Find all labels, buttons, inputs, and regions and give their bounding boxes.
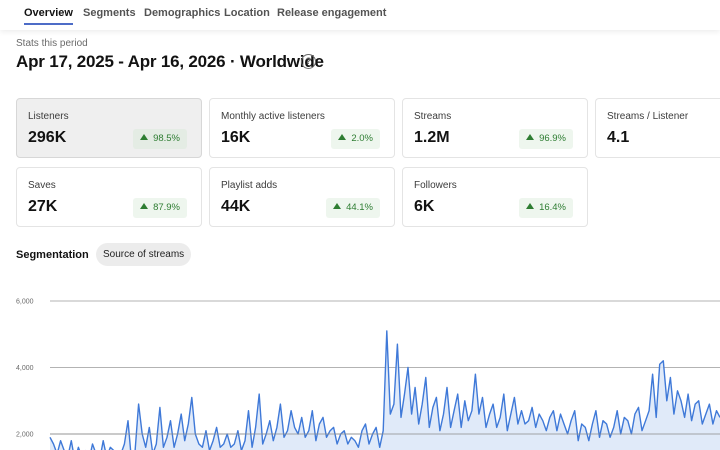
stat-card-listeners[interactable]: Listeners 296K 98.5%	[16, 98, 202, 158]
stat-value: 27K	[28, 198, 58, 215]
stat-card-streams[interactable]: Streams 1.2M 96.9%	[402, 98, 588, 158]
stat-value: 4.1	[607, 129, 630, 146]
stat-value: 1.2M	[414, 129, 450, 146]
tab-location[interactable]: Location	[224, 7, 270, 19]
tab-release-engagement[interactable]: Release engagement	[277, 7, 387, 19]
change-badge: 96.9%	[519, 129, 573, 149]
stat-label: Monthly active listeners	[221, 111, 325, 122]
change-badge: 98.5%	[133, 129, 187, 149]
arrow-up-icon	[338, 134, 347, 140]
y-tick-label: 2,000	[16, 432, 34, 439]
arrow-up-icon	[526, 134, 535, 140]
stat-value: 44K	[221, 198, 251, 215]
stat-label: Streams	[414, 111, 452, 122]
tab-segments[interactable]: Segments	[83, 7, 136, 19]
stat-card-saves[interactable]: Saves 27K 87.9%	[16, 167, 202, 227]
stat-label: Followers	[414, 180, 457, 191]
source-of-streams-chip[interactable]: Source of streams	[96, 243, 192, 266]
segmentation-label: Segmentation	[16, 249, 89, 261]
page-title: Apr 17, 2025 - Apr 16, 2026 · Worldwide	[16, 52, 324, 71]
help-icon[interactable]: ?	[301, 54, 316, 69]
stat-label: Saves	[28, 180, 56, 191]
change-value: 44.1%	[346, 202, 373, 213]
change-value: 87.9%	[153, 202, 180, 213]
change-badge: 16.4%	[519, 198, 573, 218]
stat-label: Streams / Listener	[607, 111, 689, 122]
tab-bar: Overview Segments Demographics Location …	[0, 0, 720, 30]
change-value: 96.9%	[539, 133, 566, 144]
change-value: 2.0%	[351, 133, 373, 144]
stat-card-followers[interactable]: Followers 6K 16.4%	[402, 167, 588, 227]
stat-label: Playlist adds	[221, 180, 278, 191]
stat-label: Listeners	[28, 111, 69, 122]
arrow-up-icon	[333, 203, 342, 209]
series-line	[49, 330, 720, 450]
stat-value: 296K	[28, 129, 67, 146]
tab-overview[interactable]: Overview	[24, 7, 73, 25]
change-badge: 44.1%	[326, 198, 380, 218]
change-value: 16.4%	[539, 202, 566, 213]
y-tick-label: 4,000	[16, 365, 34, 372]
change-badge: 87.9%	[133, 198, 187, 218]
period-label: Stats this period	[16, 38, 88, 49]
change-badge: 2.0%	[331, 129, 380, 149]
arrow-up-icon	[140, 203, 149, 209]
stat-card-playlist-adds[interactable]: Playlist adds 44K 44.1%	[209, 167, 395, 227]
streams-area-chart: 2,000 4,000 6,000	[16, 299, 720, 450]
stat-card-monthly-active-listeners[interactable]: Monthly active listeners 16K 2.0%	[209, 98, 395, 158]
arrow-up-icon	[140, 134, 149, 140]
tab-demographics[interactable]: Demographics	[144, 7, 221, 19]
stat-card-streams-per-listener[interactable]: Streams / Listener 4.1	[595, 98, 720, 158]
change-value: 98.5%	[153, 133, 180, 144]
stat-value: 6K	[414, 198, 435, 215]
arrow-up-icon	[526, 203, 535, 209]
y-tick-label: 6,000	[16, 299, 34, 306]
stat-value: 16K	[221, 129, 251, 146]
